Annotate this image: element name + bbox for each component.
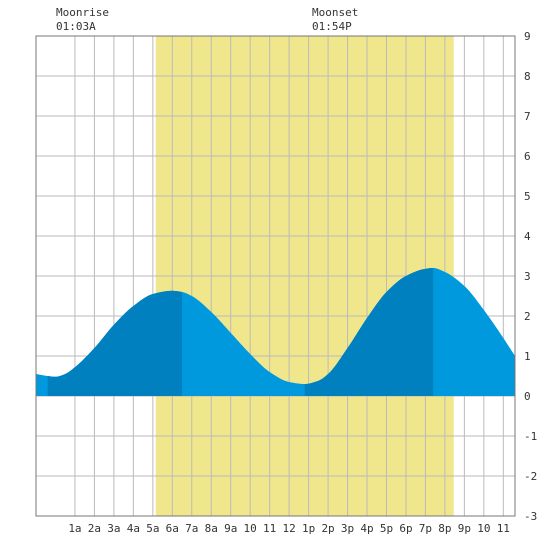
x-tick-label: 5a [146, 522, 159, 535]
y-tick-label: -2 [524, 470, 537, 483]
x-tick-label: 4p [360, 522, 373, 535]
x-tick-label: 3a [107, 522, 120, 535]
y-tick-label: 5 [524, 190, 531, 203]
x-tick-label: 3p [341, 522, 354, 535]
y-tick-label: 0 [524, 390, 531, 403]
y-tick-label: 8 [524, 70, 531, 83]
x-tick-label: 12 [283, 522, 296, 535]
x-tick-label: 5p [380, 522, 393, 535]
x-tick-label: 2a [88, 522, 101, 535]
x-tick-label: 4a [127, 522, 140, 535]
x-tick-label: 6p [399, 522, 412, 535]
y-tick-label: 2 [524, 310, 531, 323]
x-tick-label: 9a [224, 522, 237, 535]
plot-border [35, 35, 516, 517]
moonrise-time: 01:03A [56, 20, 96, 33]
y-tick-label: 9 [524, 30, 531, 43]
x-tick-label: 7p [419, 522, 432, 535]
x-tick-label: 2p [321, 522, 334, 535]
x-tick-label: 8a [205, 522, 218, 535]
x-tick-label: 11 [263, 522, 276, 535]
x-tick-label: 1a [68, 522, 81, 535]
y-tick-label: 4 [524, 230, 531, 243]
moonrise-label: Moonrise [56, 6, 109, 19]
y-tick-label: -1 [524, 430, 537, 443]
x-tick-label: 10 [477, 522, 490, 535]
moonset-label: Moonset [312, 6, 358, 19]
y-tick-label: -3 [524, 510, 537, 523]
y-tick-label: 3 [524, 270, 531, 283]
x-tick-label: 7a [185, 522, 198, 535]
moonset-time: 01:54P [312, 20, 352, 33]
x-tick-label: 6a [166, 522, 179, 535]
x-tick-label: 1p [302, 522, 315, 535]
y-tick-label: 6 [524, 150, 531, 163]
x-tick-label: 8p [438, 522, 451, 535]
x-tick-label: 10 [244, 522, 257, 535]
tide-rising-band [47, 290, 183, 396]
tide-rising-band [304, 268, 434, 396]
y-tick-label: 7 [524, 110, 531, 123]
x-tick-label: 11 [497, 522, 510, 535]
x-tick-label: 9p [458, 522, 471, 535]
y-tick-label: 1 [524, 350, 531, 363]
